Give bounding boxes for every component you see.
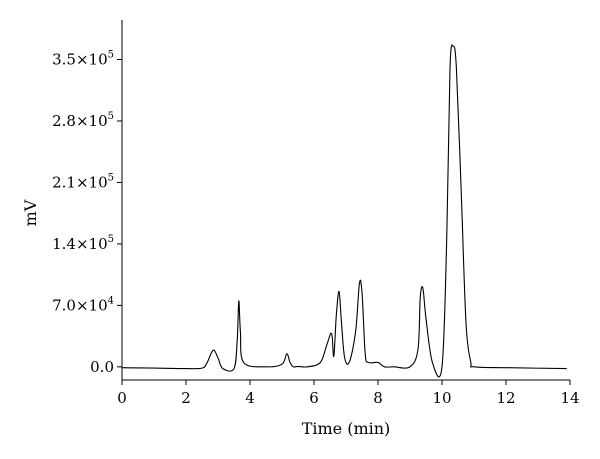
y-tick-exponent: 4: [108, 295, 114, 306]
y-tick-mantissa: 7.0×10: [52, 296, 108, 314]
x-tick-label: 0: [117, 389, 127, 407]
y-tick-label: 2.1×105: [52, 172, 114, 191]
x-tick-label: 10: [432, 389, 451, 407]
y-tick-mantissa: 0.0: [90, 358, 114, 376]
x-tick-label: 12: [496, 389, 515, 407]
y-tick-exponent: 5: [108, 111, 114, 122]
chromatogram-trace: [121, 44, 567, 378]
y-tick-mantissa: 1.4×10: [52, 235, 108, 253]
y-tick-mantissa: 2.1×10: [52, 173, 108, 191]
y-tick-mantissa: 3.5×10: [52, 51, 108, 69]
y-tick-label: 3.5×105: [52, 50, 114, 69]
y-tick-exponent: 5: [108, 234, 114, 245]
y-tick-label: 0.0: [90, 358, 114, 376]
y-tick-exponent: 5: [108, 172, 114, 183]
y-tick-label: 1.4×105: [52, 234, 114, 253]
x-axis-title: Time (min): [302, 419, 391, 438]
series-layer: [121, 44, 567, 378]
x-tick-label: 8: [373, 389, 383, 407]
x-tick-label: 2: [181, 389, 191, 407]
y-tick-mantissa: 2.8×10: [52, 112, 108, 130]
y-tick-label: 2.8×105: [52, 111, 114, 130]
y-axis-title: mV: [21, 199, 40, 226]
y-tick-label: 7.0×104: [52, 295, 114, 314]
y-tick-exponent: 5: [108, 50, 114, 61]
x-tick-label: 6: [309, 389, 319, 407]
x-axis: 0 2 4 6 8 10 12 14 Time (min): [117, 379, 580, 438]
x-tick-label: 14: [560, 389, 579, 407]
x-tick-label: 4: [245, 389, 255, 407]
